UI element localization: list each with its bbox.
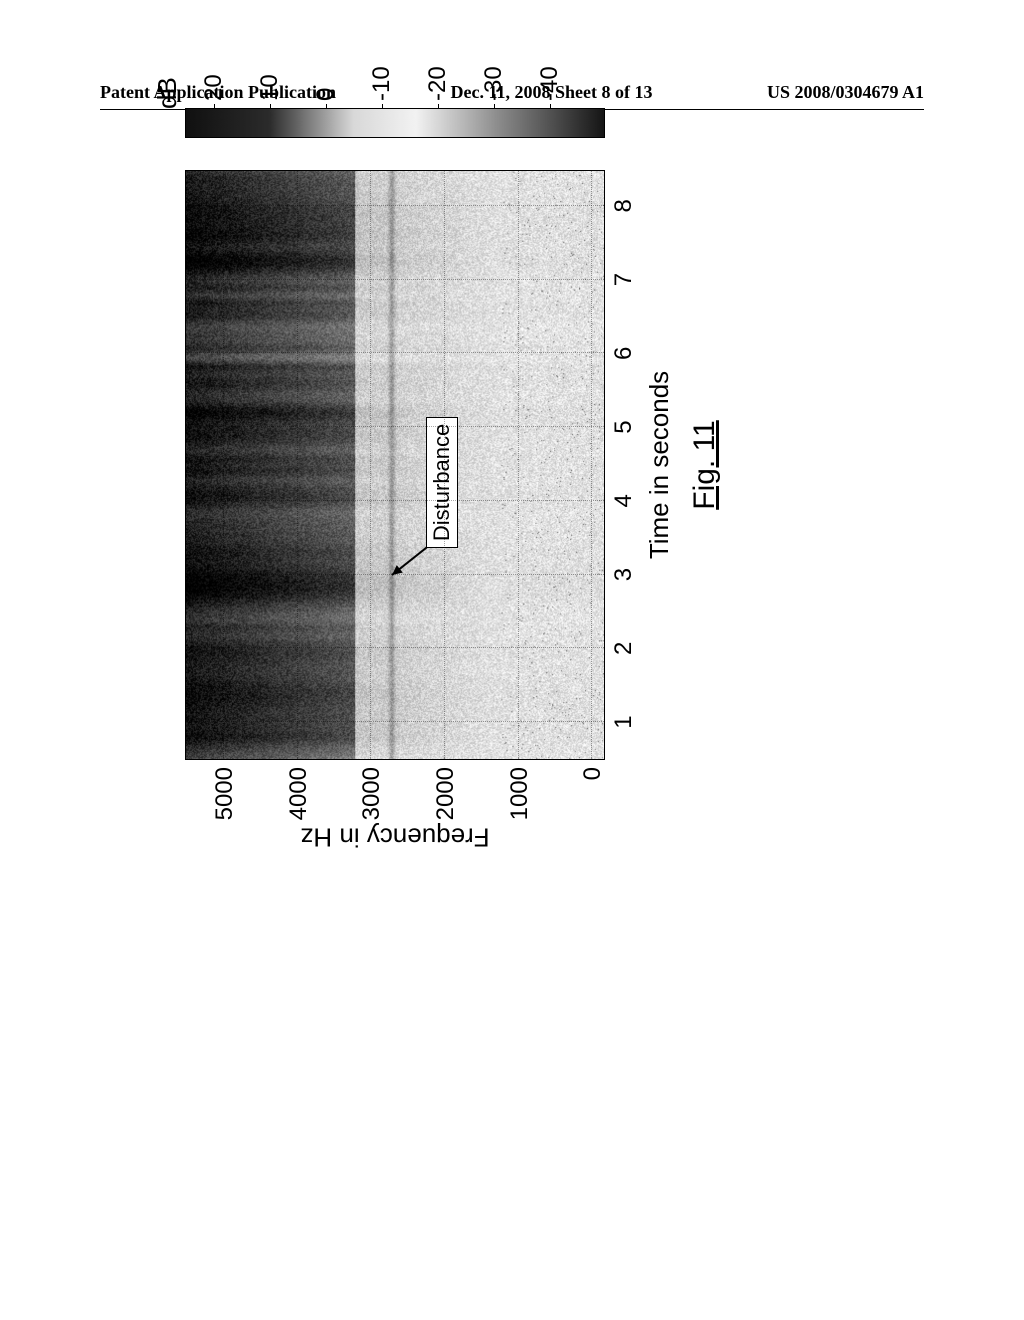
gridline-horizontal	[223, 171, 224, 759]
colorbar-tick-label: 0	[312, 88, 340, 101]
y-tick-label: 2000	[432, 767, 460, 837]
x-tick-label: 4	[610, 494, 638, 507]
colorbar-tick	[270, 104, 271, 109]
colorbar-tick	[382, 104, 383, 109]
colorbar-tick	[326, 104, 327, 109]
gridline-vertical	[186, 574, 604, 575]
colorbar-tick	[438, 104, 439, 109]
spectrogram-canvas	[186, 171, 604, 759]
x-tick-label: 1	[610, 715, 638, 728]
x-tick-label: 2	[610, 642, 638, 655]
colorbar-tick-label: -40	[536, 66, 564, 101]
gridline-horizontal	[370, 171, 371, 759]
colorbar-label: dB	[152, 77, 183, 109]
x-tick-label: 5	[610, 420, 638, 433]
colorbar-tick-label: -10	[368, 66, 396, 101]
colorbar-tick	[494, 104, 495, 109]
gridline-horizontal	[518, 171, 519, 759]
gridline-vertical	[186, 279, 604, 280]
x-tick-label: 8	[610, 199, 638, 212]
gridline-horizontal	[591, 171, 592, 759]
x-tick-label: 3	[610, 568, 638, 581]
colorbar-tick	[550, 104, 551, 109]
y-tick-label: 0	[579, 767, 607, 837]
y-axis-label: Frequency in Hz	[300, 822, 489, 853]
gridline-vertical	[186, 647, 604, 648]
x-tick-label: 6	[610, 347, 638, 360]
header-right: US 2008/0304679 A1	[767, 82, 924, 103]
gridline-vertical	[186, 500, 604, 501]
gridline-vertical	[186, 721, 604, 722]
colorbar-canvas	[186, 109, 604, 137]
y-tick-label: 3000	[358, 767, 386, 837]
y-tick-label: 1000	[506, 767, 534, 837]
annotation-box: Disturbance	[426, 417, 458, 548]
colorbar-tick-label: -30	[480, 66, 508, 101]
colorbar-tick-label: 10	[256, 74, 284, 101]
colorbar: dB -40-30-20-1001020	[185, 108, 605, 138]
colorbar-tick-label: -20	[424, 66, 452, 101]
colorbar-tick	[214, 104, 215, 109]
y-tick-label: 4000	[285, 767, 313, 837]
gridline-vertical	[186, 205, 604, 206]
gridline-horizontal	[444, 171, 445, 759]
figure-rotated: Time in seconds Frequency in Hz Fig. 11 …	[145, 0, 745, 850]
figure-area: Time in seconds Frequency in Hz Fig. 11 …	[0, 170, 1024, 1220]
annotation-label: Disturbance	[429, 424, 454, 541]
x-axis-label: Time in seconds	[644, 371, 675, 559]
spectrogram-plot: Time in seconds Frequency in Hz Fig. 11 …	[185, 170, 605, 760]
y-tick-label: 5000	[211, 767, 239, 837]
x-tick-label: 7	[610, 273, 638, 286]
gridline-horizontal	[297, 171, 298, 759]
gridline-vertical	[186, 426, 604, 427]
gridline-vertical	[186, 352, 604, 353]
colorbar-tick-label: 20	[200, 74, 228, 101]
figure-caption: Fig. 11	[688, 420, 722, 510]
